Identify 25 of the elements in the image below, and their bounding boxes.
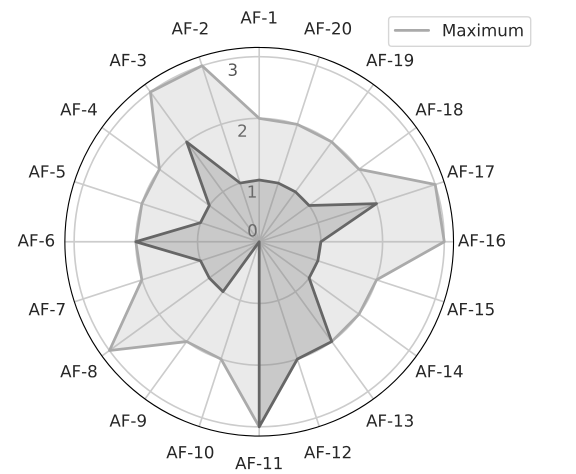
spoke-label: AF-16	[458, 234, 506, 247]
spoke-label: AF-19	[366, 54, 414, 66]
spoke-label: AF-13	[366, 414, 413, 427]
spoke-label: AF-11	[235, 457, 282, 470]
spoke-label: AF-1	[240, 11, 276, 24]
spoke-label: AF-2	[172, 22, 208, 34]
y-tick-label: 3	[228, 63, 237, 76]
spoke-label: AF-8	[60, 364, 97, 378]
y-tick-label: 0	[248, 224, 257, 237]
spoke-label: AF-10	[166, 446, 214, 458]
spoke-label: AF-12	[304, 446, 350, 458]
y-tick-label: 2	[238, 124, 246, 137]
legend-label: Maximum	[444, 24, 523, 36]
spoke-label: AF-4	[60, 103, 97, 116]
spoke-label: AF-15	[447, 303, 494, 316]
spoke-label: AF-7	[28, 303, 65, 316]
spoke-label: AF-9	[110, 414, 146, 427]
spoke-label: AF-14	[415, 365, 463, 378]
spoke-label: AF-6	[18, 234, 54, 247]
spoke-label: AF-5	[28, 165, 65, 178]
y-tick-label: 1	[248, 185, 256, 198]
spoke-label: AF-18	[415, 103, 462, 116]
spoke-label: AF-20	[304, 22, 352, 35]
spoke-label: AF-17	[447, 165, 494, 178]
spoke-label: AF-3	[110, 54, 146, 66]
